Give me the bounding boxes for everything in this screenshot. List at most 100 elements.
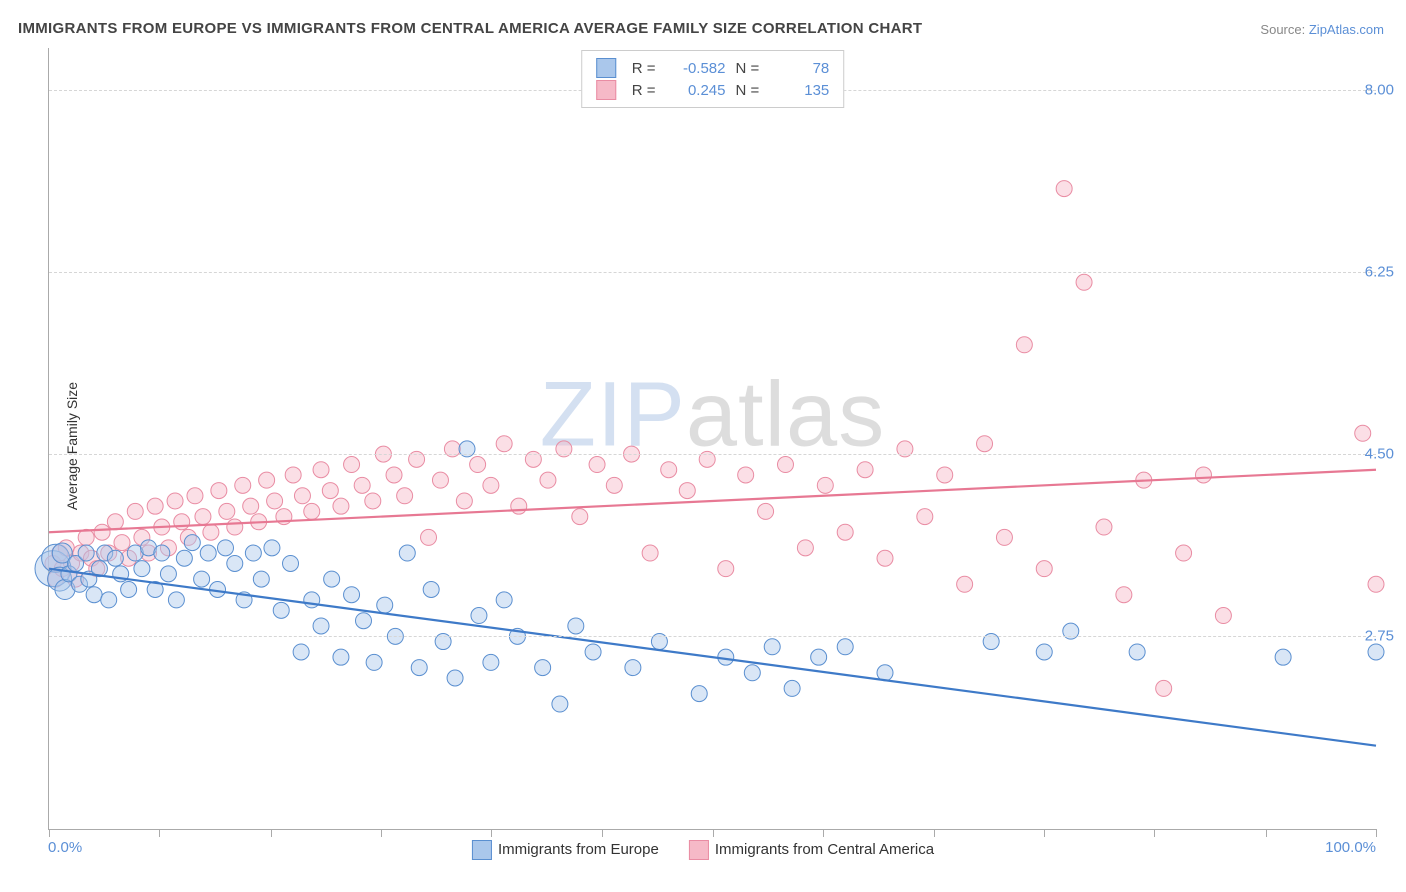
data-point — [718, 561, 734, 577]
x-tick — [1266, 829, 1267, 837]
plot-area: ZIPatlas R =-0.582N =78R =0.245N =135 — [48, 48, 1376, 830]
x-tick — [159, 829, 160, 837]
data-point — [94, 524, 110, 540]
data-point — [642, 545, 658, 561]
data-point — [294, 488, 310, 504]
grid-line — [49, 272, 1376, 273]
data-point — [259, 472, 275, 488]
data-point — [194, 571, 210, 587]
data-point — [937, 467, 953, 483]
source-link[interactable]: ZipAtlas.com — [1309, 22, 1384, 37]
data-point — [167, 493, 183, 509]
data-point — [273, 602, 289, 618]
data-point — [496, 436, 512, 452]
data-point — [758, 503, 774, 519]
data-point — [456, 493, 472, 509]
data-point — [267, 493, 283, 509]
data-point — [1056, 181, 1072, 197]
x-tick — [1154, 829, 1155, 837]
data-point — [572, 509, 588, 525]
data-point — [101, 592, 117, 608]
source-attribution: Source: ZipAtlas.com — [1260, 22, 1384, 37]
data-point — [195, 509, 211, 525]
data-point — [797, 540, 813, 556]
data-point — [245, 545, 261, 561]
correlation-row: R =-0.582N =78 — [596, 58, 830, 78]
data-point — [471, 608, 487, 624]
data-point — [432, 472, 448, 488]
data-point — [1368, 644, 1384, 660]
data-point — [78, 545, 94, 561]
data-point — [253, 571, 269, 587]
data-point — [411, 660, 427, 676]
data-point — [217, 540, 233, 556]
data-point — [738, 467, 754, 483]
data-point — [154, 545, 170, 561]
data-point — [355, 613, 371, 629]
data-point — [227, 555, 243, 571]
data-point — [322, 483, 338, 499]
legend-swatch — [472, 840, 492, 860]
data-point — [283, 555, 299, 571]
data-point — [606, 477, 622, 493]
data-point — [219, 503, 235, 519]
data-point — [535, 660, 551, 676]
data-point — [837, 524, 853, 540]
data-point — [399, 545, 415, 561]
data-point — [1215, 608, 1231, 624]
data-point — [227, 519, 243, 535]
data-point — [470, 457, 486, 473]
legend-item: Immigrants from Central America — [689, 840, 934, 860]
data-point — [121, 581, 137, 597]
data-point — [496, 592, 512, 608]
legend-swatch — [689, 840, 709, 860]
data-point — [552, 696, 568, 712]
data-point — [200, 545, 216, 561]
series-legend: Immigrants from EuropeImmigrants from Ce… — [472, 840, 934, 860]
data-point — [568, 618, 584, 634]
x-tick — [49, 829, 50, 837]
data-point — [1036, 561, 1052, 577]
data-point — [977, 436, 993, 452]
data-point — [777, 457, 793, 473]
data-point — [377, 597, 393, 613]
data-point — [313, 618, 329, 634]
data-point — [354, 477, 370, 493]
data-point — [585, 644, 601, 660]
x-tick — [934, 829, 935, 837]
data-point — [447, 670, 463, 686]
x-tick — [713, 829, 714, 837]
data-point — [1076, 274, 1092, 290]
data-point — [1096, 519, 1112, 535]
x-tick — [602, 829, 603, 837]
data-point — [811, 649, 827, 665]
data-point — [1116, 587, 1132, 603]
data-point — [304, 503, 320, 519]
data-point — [784, 680, 800, 696]
n-label: N = — [736, 82, 760, 99]
data-point — [211, 483, 227, 499]
trend-line — [49, 569, 1376, 746]
data-point — [107, 514, 123, 530]
x-tick — [271, 829, 272, 837]
data-point — [184, 535, 200, 551]
data-point — [1156, 680, 1172, 696]
y-tick-label: 6.25 — [1365, 263, 1394, 280]
n-value: 78 — [769, 60, 829, 77]
data-point — [285, 467, 301, 483]
data-point — [344, 587, 360, 603]
data-point — [176, 550, 192, 566]
data-point — [333, 498, 349, 514]
data-point — [837, 639, 853, 655]
legend-label: Immigrants from Central America — [715, 841, 934, 858]
data-point — [344, 457, 360, 473]
data-point — [691, 686, 707, 702]
data-point — [996, 529, 1012, 545]
x-tick — [823, 829, 824, 837]
data-point — [1016, 337, 1032, 353]
y-tick-label: 4.50 — [1365, 446, 1394, 463]
data-point — [1355, 425, 1371, 441]
r-value: -0.582 — [666, 60, 726, 77]
scatter-svg — [49, 48, 1376, 829]
grid-line — [49, 636, 1376, 637]
